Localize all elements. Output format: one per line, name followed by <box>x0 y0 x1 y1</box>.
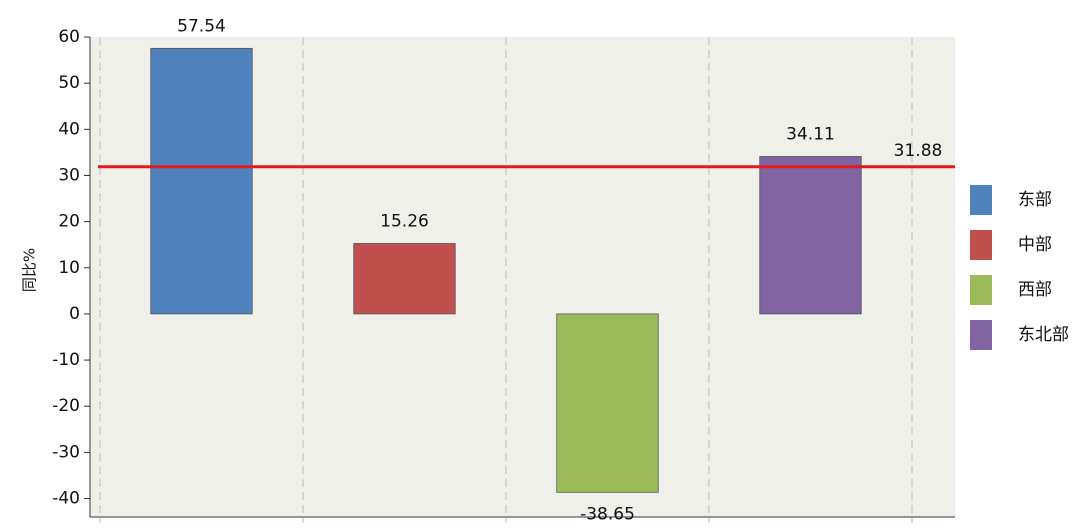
y-tick-label: 20 <box>58 212 80 232</box>
legend-swatch <box>970 230 992 260</box>
bar <box>150 47 253 315</box>
y-tick-label: -20 <box>52 396 80 416</box>
y-tick-label: 10 <box>58 258 80 278</box>
data-label: -38.65 <box>580 504 635 524</box>
y-tick-label: 30 <box>58 165 80 185</box>
legend-label: 西部 <box>1018 280 1052 300</box>
legend-label: 中部 <box>1018 235 1052 255</box>
y-tick-label: 0 <box>69 304 80 324</box>
legend-swatch <box>970 275 992 305</box>
data-label: 57.54 <box>177 16 226 36</box>
bar <box>759 156 862 315</box>
y-tick-label: -30 <box>52 442 80 462</box>
bar <box>556 313 659 493</box>
reference-label: 31.88 <box>894 141 943 161</box>
y-tick-label: 40 <box>58 119 80 139</box>
y-tick-label: 60 <box>58 27 80 47</box>
legend-swatch <box>970 320 992 350</box>
y-tick-label: -40 <box>52 489 80 509</box>
y-tick-label: -10 <box>52 350 80 370</box>
legend-label: 东部 <box>1018 190 1052 210</box>
data-label: 34.11 <box>786 124 835 144</box>
bar <box>353 243 456 315</box>
y-tick-label: 50 <box>58 73 80 93</box>
data-label: 15.26 <box>380 211 429 231</box>
legend-swatch <box>970 185 992 215</box>
legend-label: 东北部 <box>1018 325 1069 345</box>
y-axis-label: 同比% <box>21 248 39 292</box>
